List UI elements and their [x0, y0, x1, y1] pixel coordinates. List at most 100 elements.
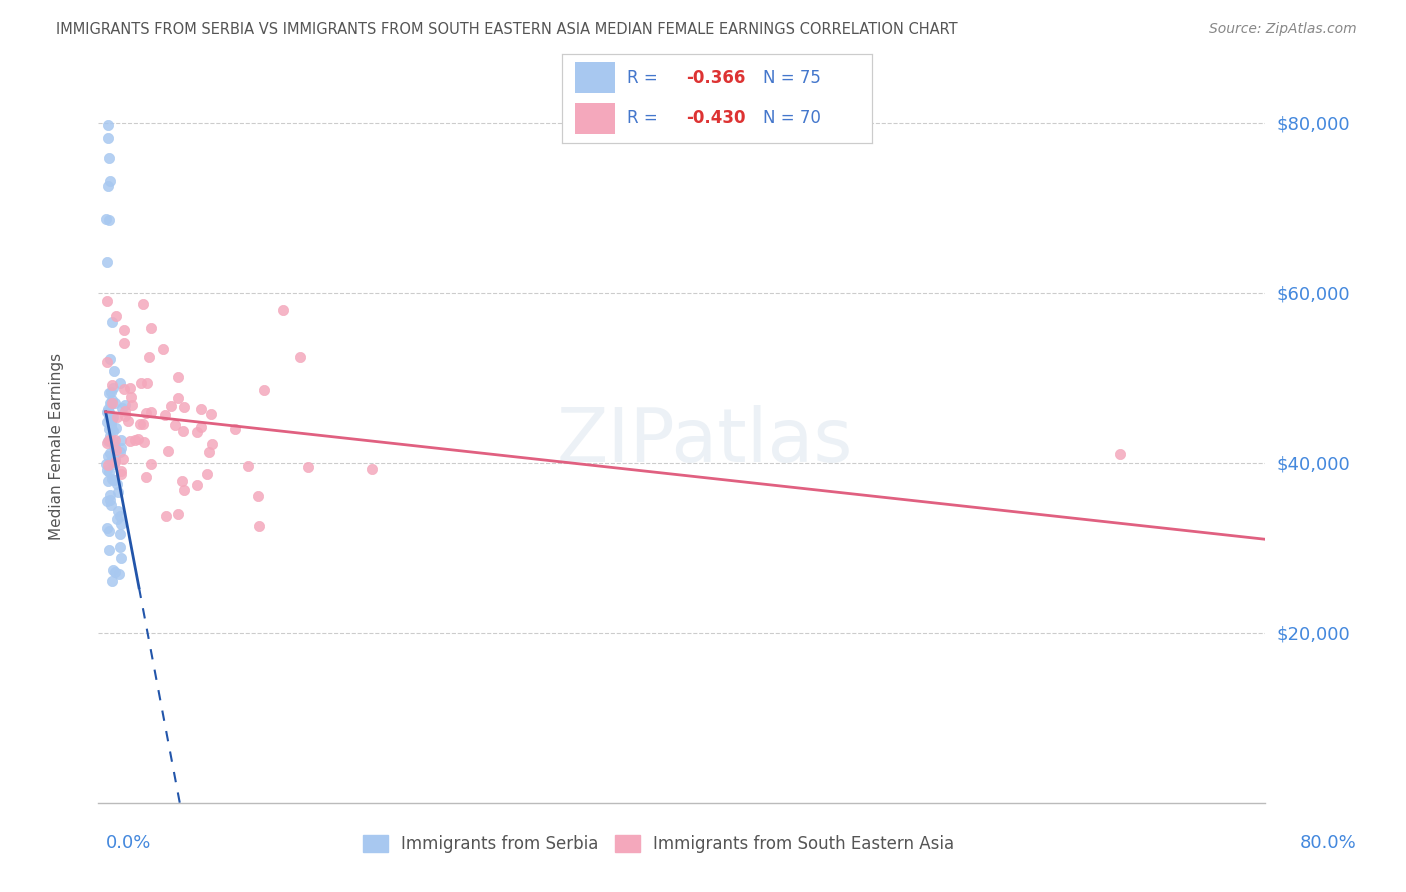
Point — [101, 381, 124, 395]
Point — [100, 416, 122, 430]
Point — [136, 376, 159, 391]
Point — [103, 563, 125, 577]
Point — [101, 453, 124, 467]
Legend: Immigrants from Serbia, Immigrants from South Eastern Asia: Immigrants from Serbia, Immigrants from … — [356, 828, 962, 860]
Point — [98, 422, 121, 436]
Point — [101, 395, 124, 409]
Point — [98, 493, 121, 508]
Point — [118, 434, 141, 448]
Point — [167, 507, 190, 521]
Point — [105, 409, 128, 424]
Point — [271, 302, 294, 317]
Point — [195, 467, 218, 481]
Point — [96, 436, 118, 450]
Point — [98, 152, 121, 166]
Point — [135, 470, 157, 484]
Point — [107, 504, 129, 518]
Point — [152, 342, 174, 356]
Point — [159, 399, 181, 413]
Point — [200, 407, 222, 421]
Point — [101, 574, 124, 589]
Point — [112, 382, 135, 396]
Point — [104, 440, 127, 454]
Point — [131, 296, 153, 310]
Point — [97, 475, 120, 489]
Point — [103, 474, 125, 488]
Point — [112, 323, 135, 337]
Point — [156, 444, 179, 458]
Point — [110, 551, 132, 566]
Point — [288, 351, 311, 365]
Point — [104, 566, 127, 580]
Point — [103, 364, 125, 378]
Point — [110, 464, 132, 478]
Point — [104, 396, 127, 410]
Point — [201, 437, 224, 451]
FancyBboxPatch shape — [575, 103, 614, 134]
Point — [100, 454, 122, 468]
Point — [105, 512, 128, 526]
Point — [117, 413, 139, 427]
Point — [114, 398, 136, 412]
Text: N = 70: N = 70 — [763, 109, 821, 127]
Point — [120, 390, 142, 404]
Point — [104, 310, 127, 324]
Point — [101, 424, 124, 438]
Point — [110, 433, 132, 447]
Point — [101, 434, 124, 449]
Point — [94, 458, 117, 472]
Point — [118, 381, 141, 395]
Point — [138, 351, 160, 365]
Text: R =: R = — [627, 109, 664, 127]
Point — [100, 384, 122, 399]
Point — [114, 403, 136, 417]
Point — [97, 118, 120, 132]
Point — [98, 174, 121, 188]
Text: R =: R = — [627, 69, 664, 87]
Point — [100, 429, 122, 443]
Point — [297, 460, 319, 475]
Point — [98, 405, 121, 419]
Point — [97, 542, 120, 557]
Point — [247, 519, 270, 533]
Point — [105, 442, 128, 457]
Point — [112, 336, 135, 351]
Point — [110, 526, 132, 541]
Point — [98, 411, 121, 425]
Point — [110, 441, 132, 455]
Point — [110, 467, 132, 481]
Point — [110, 541, 132, 555]
Point — [97, 402, 120, 417]
Point — [98, 386, 121, 401]
Point — [96, 405, 118, 419]
Point — [224, 422, 246, 436]
Text: Source: ZipAtlas.com: Source: ZipAtlas.com — [1209, 22, 1357, 37]
Point — [134, 434, 156, 449]
Point — [101, 412, 124, 426]
Point — [97, 465, 120, 479]
Text: -0.366: -0.366 — [686, 69, 745, 87]
Point — [139, 458, 162, 472]
Point — [97, 179, 120, 194]
Point — [96, 463, 118, 477]
Point — [98, 396, 121, 410]
Point — [105, 421, 128, 435]
Point — [100, 445, 122, 459]
Point — [96, 255, 118, 269]
Point — [165, 418, 187, 433]
Point — [141, 321, 163, 335]
Point — [97, 434, 120, 449]
Point — [198, 445, 221, 459]
Point — [104, 455, 127, 469]
Point — [96, 294, 118, 309]
Point — [100, 397, 122, 411]
Point — [110, 517, 132, 532]
Point — [100, 419, 122, 434]
Point — [108, 444, 131, 458]
Point — [172, 425, 194, 439]
Point — [101, 378, 124, 392]
Point — [97, 433, 120, 447]
Point — [124, 433, 146, 447]
Point — [172, 475, 194, 489]
Point — [101, 472, 124, 486]
